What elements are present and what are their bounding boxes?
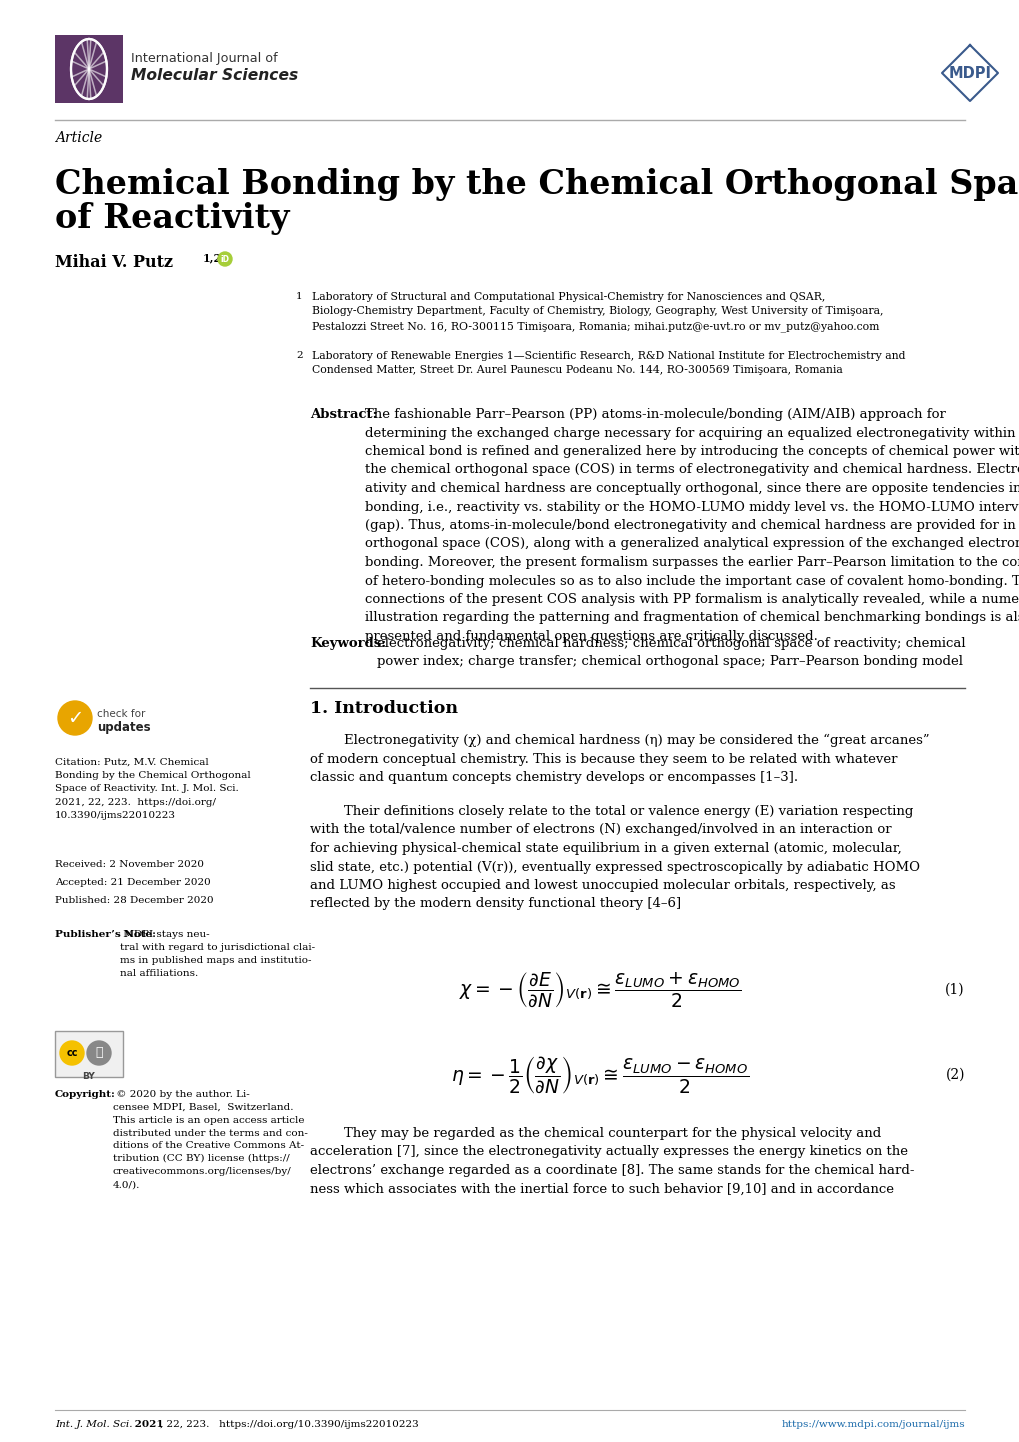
Circle shape: [60, 1041, 84, 1066]
Circle shape: [87, 1041, 111, 1066]
Text: (2): (2): [945, 1069, 964, 1082]
Text: Molecular Sciences: Molecular Sciences: [130, 68, 298, 84]
Circle shape: [58, 701, 92, 735]
Text: Mihai V. Putz: Mihai V. Putz: [55, 254, 173, 271]
Text: check for: check for: [97, 709, 146, 720]
Text: Ⓘ: Ⓘ: [95, 1047, 103, 1060]
Text: Their definitions closely relate to the total or valence energy (E) variation re: Their definitions closely relate to the …: [310, 805, 919, 910]
Text: iD: iD: [220, 254, 229, 264]
Text: Received: 2 November 2020: Received: 2 November 2020: [55, 859, 204, 870]
Text: MDPI stays neu-
tral with regard to jurisdictional clai-
ms in published maps an: MDPI stays neu- tral with regard to juri…: [120, 930, 315, 978]
Text: https://www.mdpi.com/journal/ijms: https://www.mdpi.com/journal/ijms: [781, 1420, 964, 1429]
Bar: [55, 35, 123, 102]
Text: (1): (1): [945, 983, 964, 996]
Text: Int. J. Mol. Sci.: Int. J. Mol. Sci.: [55, 1420, 132, 1429]
Text: 2021: 2021: [130, 1420, 163, 1429]
Text: electronegativity; chemical hardness; chemical orthogonal space of reactivity; c: electronegativity; chemical hardness; ch…: [377, 637, 965, 669]
Text: International Journal of: International Journal of: [130, 52, 277, 65]
Text: Laboratory of Renewable Energies 1—Scientific Research, R&D National Institute f: Laboratory of Renewable Energies 1—Scien…: [312, 350, 905, 375]
Text: Laboratory of Structural and Computational Physical-Chemistry for Nanosciences a: Laboratory of Structural and Computation…: [312, 291, 882, 332]
Text: Abstract:: Abstract:: [310, 408, 377, 421]
Text: $\chi = -\left(\dfrac{\partial E}{\partial N}\right)_{V(\mathbf{r})} \cong \dfra: $\chi = -\left(\dfrac{\partial E}{\parti…: [459, 970, 741, 1009]
Text: of Reactivity: of Reactivity: [55, 202, 289, 235]
Text: , 22, 223.   https://doi.org/10.3390/ijms22010223: , 22, 223. https://doi.org/10.3390/ijms2…: [160, 1420, 419, 1429]
Text: 1,2: 1,2: [203, 252, 222, 262]
Text: Chemical Bonding by the Chemical Orthogonal Space: Chemical Bonding by the Chemical Orthogo…: [55, 169, 1019, 200]
Text: The fashionable Parr–Pearson (PP) atoms-in-molecule/bonding (AIM/AIB) approach f: The fashionable Parr–Pearson (PP) atoms-…: [365, 408, 1019, 643]
Text: Copyright:: Copyright:: [55, 1090, 116, 1099]
Text: $\eta = -\dfrac{1}{2}\left(\dfrac{\partial \chi}{\partial N}\right)_{V(\mathbf{r: $\eta = -\dfrac{1}{2}\left(\dfrac{\parti…: [450, 1054, 748, 1096]
Polygon shape: [942, 45, 997, 101]
Text: They may be regarded as the chemical counterpart for the physical velocity and
a: They may be regarded as the chemical cou…: [310, 1128, 914, 1195]
Text: Article: Article: [55, 131, 102, 146]
Text: MDPI: MDPI: [948, 65, 990, 81]
Text: Accepted: 21 December 2020: Accepted: 21 December 2020: [55, 878, 211, 887]
Text: Publisher’s Note:: Publisher’s Note:: [55, 930, 156, 939]
Text: 1. Introduction: 1. Introduction: [310, 699, 458, 717]
Text: Keywords:: Keywords:: [310, 637, 386, 650]
Text: updates: updates: [97, 721, 151, 734]
Bar: [55, 1031, 123, 1077]
Text: Electronegativity (χ) and chemical hardness (η) may be considered the “great arc: Electronegativity (χ) and chemical hardn…: [310, 734, 928, 784]
Text: 2: 2: [296, 350, 303, 360]
Text: Citation: Putz, M.V. Chemical
Bonding by the Chemical Orthogonal
Space of Reacti: Citation: Putz, M.V. Chemical Bonding by…: [55, 758, 251, 820]
Circle shape: [218, 252, 231, 265]
Text: Published: 28 December 2020: Published: 28 December 2020: [55, 895, 213, 906]
Text: 1: 1: [296, 291, 303, 301]
Text: © 2020 by the author. Li-
censee MDPI, Basel,  Switzerland.
This article is an o: © 2020 by the author. Li- censee MDPI, B…: [113, 1090, 308, 1190]
Text: cc: cc: [66, 1048, 77, 1058]
Text: ✓: ✓: [67, 708, 84, 728]
Text: BY: BY: [83, 1071, 96, 1082]
